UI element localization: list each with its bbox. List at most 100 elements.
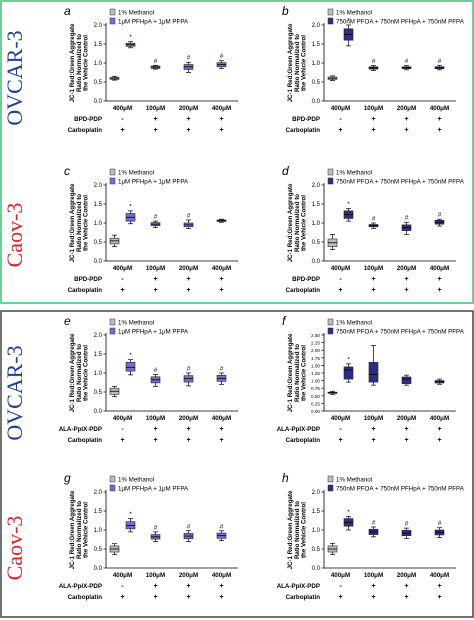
treatment-mark: + bbox=[186, 437, 190, 444]
y-tick-label: 1.0 bbox=[94, 371, 103, 377]
legend-swatch bbox=[109, 318, 116, 326]
y-tick-label: 1.5 bbox=[312, 202, 321, 208]
legend-swatch bbox=[109, 17, 116, 25]
treatment-mark: - bbox=[339, 276, 342, 283]
legend-swatch bbox=[327, 177, 334, 185]
box-1: * bbox=[125, 352, 136, 376]
treatment-mark: + bbox=[371, 287, 375, 294]
significance-marker: # bbox=[187, 212, 191, 219]
y-tick-label: 1.0 bbox=[312, 221, 321, 227]
treatment-row-label: BPD-PDP bbox=[74, 276, 102, 283]
treatment-row-label: BPD-PDP bbox=[292, 276, 320, 283]
box-0 bbox=[327, 75, 338, 81]
y-tick-label: 1.5 bbox=[94, 352, 103, 358]
box-body bbox=[368, 362, 379, 383]
legend-swatch bbox=[327, 327, 334, 335]
x-tick-label: 400μM bbox=[430, 105, 449, 112]
treatment-row-label: Carboplatin bbox=[286, 437, 321, 444]
significance-marker: * bbox=[129, 203, 132, 210]
box-0 bbox=[327, 542, 338, 556]
panel-a: a JC-1 Red:Green AggregateRatio Normalize… bbox=[64, 4, 238, 134]
treatment-mark: + bbox=[153, 437, 157, 444]
significance-marker: # bbox=[405, 58, 409, 65]
y-tick-label: 2.0 bbox=[94, 333, 103, 339]
x-tick-label: 200μM bbox=[397, 105, 416, 112]
treatment-mark: + bbox=[186, 116, 190, 123]
box-body bbox=[401, 376, 412, 384]
treatment-mark: + bbox=[371, 116, 375, 123]
significance-marker: # bbox=[187, 55, 191, 62]
legend-entry: 1μM PFHpA + 1μM PFPA bbox=[118, 329, 189, 336]
y-tick-label: 0.0 bbox=[94, 99, 103, 105]
box-body bbox=[125, 362, 136, 372]
y-tick-label: 2.0 bbox=[312, 23, 321, 29]
significance-marker: * bbox=[347, 201, 350, 208]
box-0 bbox=[327, 234, 338, 250]
x-tick-label: 400μM bbox=[113, 572, 132, 579]
treatment-mark: - bbox=[121, 426, 124, 433]
box-4: # bbox=[216, 366, 227, 385]
treatment-mark: + bbox=[186, 583, 190, 590]
y-tick-label: 2.50 bbox=[311, 333, 320, 338]
treatment-mark: + bbox=[219, 437, 223, 444]
treatment-mark: + bbox=[437, 287, 441, 294]
y-axis-label: JC-1 Red:Green AggregateRatio Normalized… bbox=[69, 183, 90, 262]
box-0 bbox=[109, 385, 120, 397]
treatment-mark: + bbox=[338, 594, 342, 601]
y-tick-label: 0.5 bbox=[94, 80, 103, 86]
legend-swatch bbox=[109, 177, 116, 185]
treatment-mark: + bbox=[219, 116, 223, 123]
box-2: # bbox=[150, 524, 161, 542]
treatment-mark: + bbox=[153, 116, 157, 123]
panel-letter: a bbox=[64, 4, 71, 18]
x-tick-label: 100μM bbox=[146, 265, 165, 272]
treatment-mark: + bbox=[437, 116, 441, 123]
significance-marker: # bbox=[438, 58, 442, 65]
box-4 bbox=[434, 378, 445, 385]
y-tick-label: 1.25 bbox=[311, 371, 320, 376]
treatment-mark: + bbox=[153, 127, 157, 134]
y-tick-label: 0.5 bbox=[312, 240, 321, 246]
y-tick-label: 1.5 bbox=[312, 42, 321, 48]
treatment-mark: + bbox=[219, 594, 223, 601]
treatment-mark: - bbox=[121, 116, 124, 123]
treatment-mark: + bbox=[404, 426, 408, 433]
x-tick-label: 400μM bbox=[212, 415, 231, 422]
y-tick-label: 1.5 bbox=[94, 509, 103, 515]
legend-entry: 1% Methanol bbox=[118, 170, 154, 177]
treatment-mark: - bbox=[339, 583, 342, 590]
y-tick-label: 0.0 bbox=[312, 259, 321, 265]
significance-marker: # bbox=[372, 519, 376, 526]
legend-swatch bbox=[109, 484, 116, 492]
treatment-mark: + bbox=[338, 127, 342, 134]
treatment-mark: + bbox=[371, 426, 375, 433]
treatment-mark: - bbox=[339, 426, 342, 433]
x-tick-label: 400μM bbox=[212, 265, 231, 272]
treatment-row-label: Carboplatin bbox=[286, 594, 321, 601]
y-tick-label: 0.00 bbox=[311, 409, 320, 414]
box-4: # bbox=[434, 212, 445, 227]
legend-entry: 1% Methanol bbox=[118, 477, 154, 484]
panel-c: c JC-1 Red:Green AggregateRatio Normalize… bbox=[64, 164, 238, 294]
y-tick-label: 0.5 bbox=[94, 547, 103, 553]
y-tick-label: 2.00 bbox=[311, 348, 320, 353]
y-tick-label: 0.25 bbox=[311, 401, 320, 406]
box-3 bbox=[401, 374, 412, 386]
x-tick-label: 100μM bbox=[364, 572, 383, 579]
y-tick-label: 0.50 bbox=[311, 394, 320, 399]
legend-swatch bbox=[109, 327, 116, 335]
treatment-mark: + bbox=[186, 276, 190, 283]
treatment-mark: + bbox=[186, 426, 190, 433]
y-tick-label: 0.5 bbox=[94, 390, 103, 396]
box-2: # bbox=[368, 519, 379, 538]
box-1: * bbox=[125, 34, 136, 49]
treatment-mark: + bbox=[153, 594, 157, 601]
box-body bbox=[343, 366, 354, 380]
y-tick-label: 0.0 bbox=[312, 99, 321, 105]
box-4: # bbox=[216, 523, 227, 541]
significance-marker: # bbox=[220, 53, 224, 60]
box-3: # bbox=[183, 55, 194, 73]
y-tick-label: 1.0 bbox=[312, 61, 321, 67]
box-2: # bbox=[368, 58, 379, 71]
